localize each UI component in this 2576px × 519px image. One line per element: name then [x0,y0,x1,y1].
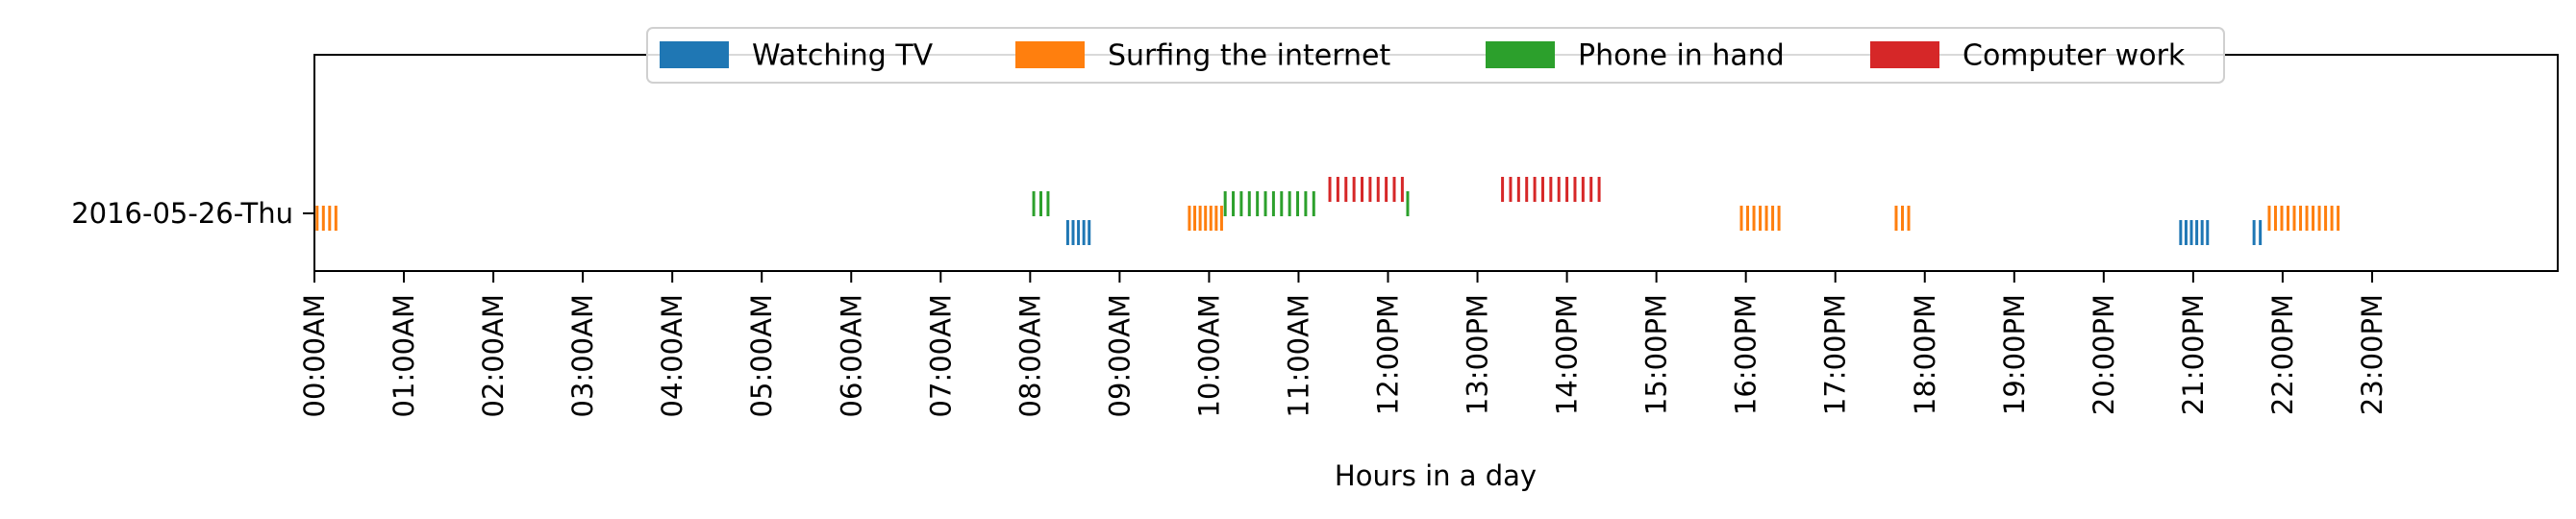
x-tick-label: 01:00AM [388,294,420,417]
x-tick-label: 18:00PM [1909,294,1941,415]
x-tick-label: 22:00PM [2266,294,2299,415]
x-tick-label: 21:00PM [2177,294,2210,415]
legend-swatch [1015,41,1085,68]
x-tick-label: 13:00PM [1462,294,1494,415]
x-tick-label: 11:00AM [1282,294,1314,417]
series-0 [1065,220,2263,245]
x-tick-label: 20:00PM [2088,294,2120,415]
legend: Watching TV Surfing the internet Phone in … [646,27,2225,84]
series-2 [1032,191,1410,216]
x-tick-label: 04:00AM [656,294,688,417]
x-tick-label: 00:00AM [298,294,331,417]
x-tick-label: 05:00AM [745,294,778,417]
x-tick-label: 08:00AM [1013,294,1046,417]
x-tick-label: 17:00PM [1819,294,1852,415]
legend-swatch [660,41,729,68]
x-tick-label: 16:00PM [1730,294,1763,415]
legend-swatch [1870,41,1939,68]
plot-frame [313,54,2559,272]
legend-swatch [1486,41,1555,68]
legend-label: Phone in hand [1578,39,1785,73]
y-tick-label: 2016-05-26-Thu [71,197,293,230]
x-tick-label: 03:00AM [566,294,599,417]
legend-label: Computer work [1963,39,2186,73]
x-tick-label: 09:00AM [1103,294,1136,417]
x-tick-label: 07:00AM [924,294,957,417]
x-tick-label: 19:00PM [1998,294,2031,415]
event-marks [315,177,2340,245]
x-tick-label: 10:00AM [1192,294,1225,417]
series-1 [315,206,2340,231]
series-3 [1328,177,1601,202]
x-tick-label: 23:00PM [2356,294,2388,415]
x-axis-label: Hours in a day [1335,459,1537,492]
x-tick-label: 12:00PM [1372,294,1405,415]
x-tick-label: 06:00AM [835,294,867,417]
legend-label: Surfing the internet [1108,39,1390,73]
legend-label: Watching TV [752,39,934,73]
x-tick-label: 15:00PM [1640,294,1673,415]
x-tick-label: 02:00AM [477,294,510,417]
y-axis-ticks: 2016-05-26-Thu [71,197,314,230]
x-axis-ticks: 00:00AM 01:00AM 02:00AM 03:00AM 04:00AM 05:00… [298,271,2388,417]
x-tick-label: 14:00PM [1551,294,1584,415]
